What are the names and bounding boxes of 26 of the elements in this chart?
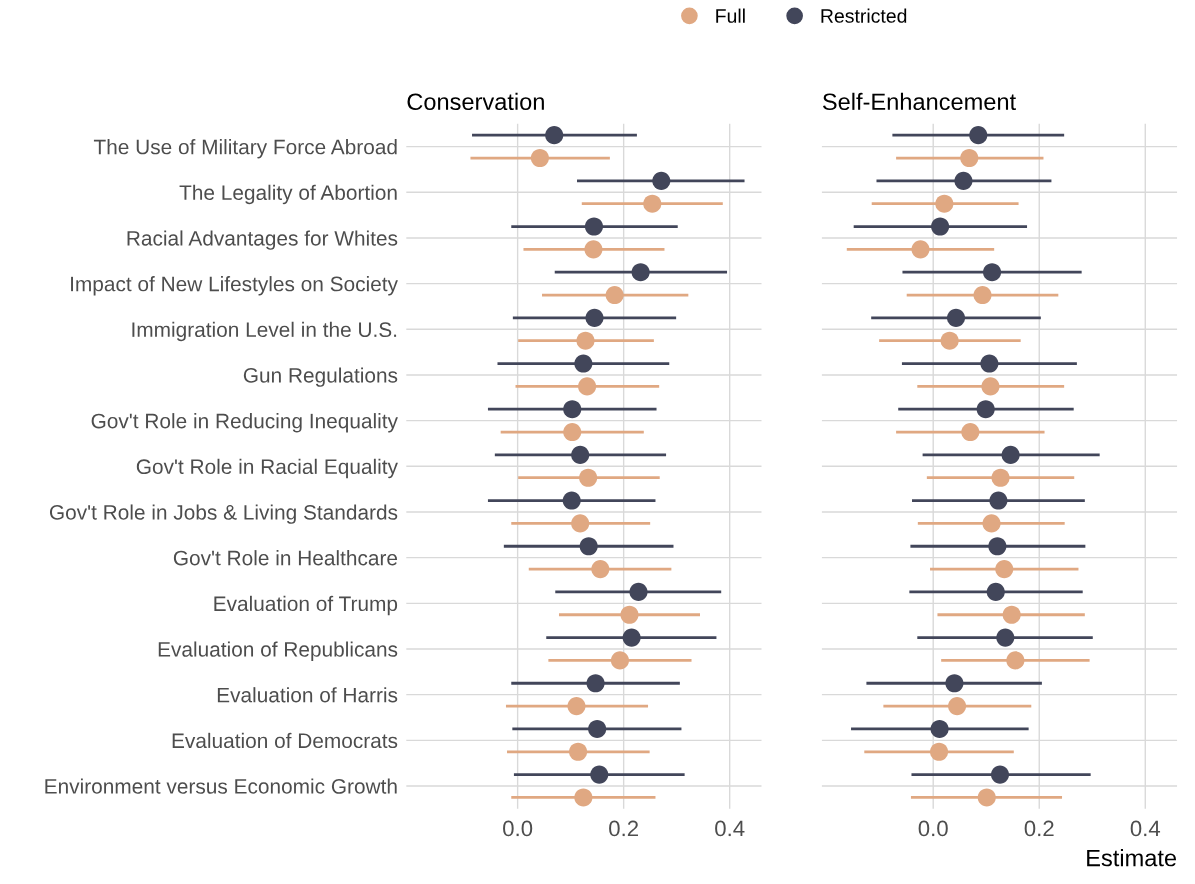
y-tick-label: Gun Regulations xyxy=(243,367,398,387)
y-tick-label: Evaluation of Trump xyxy=(214,595,398,616)
y-tick-label: Gov't Role in Racial Equality xyxy=(136,458,398,479)
x-tick-label: 0.2 xyxy=(609,820,638,837)
y-tick-label: Environment versus Economic Growth xyxy=(45,778,397,794)
y-tick-label: Evaluation of Harris xyxy=(217,687,398,703)
y-tick-label: Immigration Level in the U.S. xyxy=(132,321,397,342)
y-tick-label: Gov't Role in Jobs & Living Standards xyxy=(49,504,398,524)
x-axis-title: Estimate xyxy=(1087,849,1177,867)
x-tick-label: 0.0 xyxy=(503,820,533,837)
y-tick-label: Gov't Role in Healthcare xyxy=(173,550,398,566)
y-tick-label: Gov't Role in Reducing Inequality xyxy=(91,413,398,433)
x-tick-label: 0.2 xyxy=(1024,820,1054,837)
chart-title: Conservation xyxy=(407,92,544,111)
y-tick-label: Impact of New Lifestyles on Society xyxy=(71,276,398,296)
chart-title: Self-Enhancement xyxy=(822,92,1016,111)
x-tick-label: 0.4 xyxy=(1130,820,1161,837)
y-tick-label: Evaluation of Republicans xyxy=(158,641,398,661)
legend-label: Restricted xyxy=(821,8,907,23)
y-tick-label: Racial Advantages for Whites xyxy=(127,230,398,250)
x-tick-label: 0.0 xyxy=(918,820,948,837)
y-tick-label: The Use of Military Force Abroad xyxy=(93,139,397,159)
legend-label: Full xyxy=(716,8,745,23)
x-tick-label: 0.4 xyxy=(715,820,745,837)
y-tick-label: The Legality of Abortion xyxy=(179,184,397,205)
y-tick-label: Evaluation of Democrats xyxy=(172,732,398,749)
